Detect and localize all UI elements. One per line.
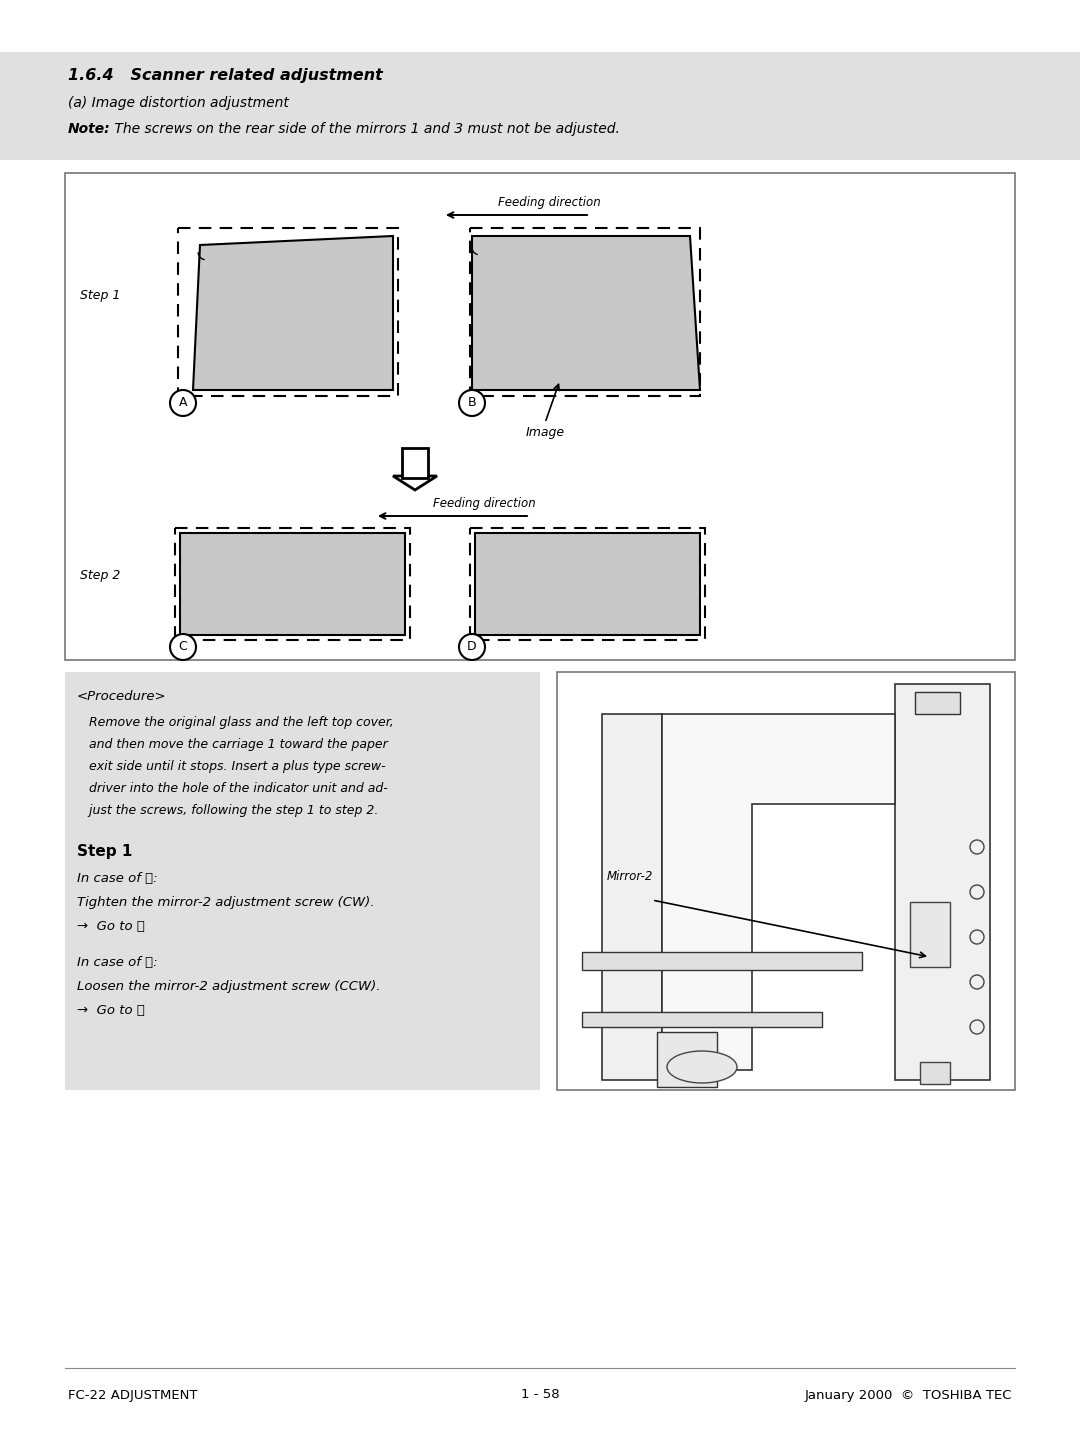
Text: and then move the carriage 1 toward the paper: and then move the carriage 1 toward the … <box>77 738 388 751</box>
Polygon shape <box>472 236 700 390</box>
Circle shape <box>970 885 984 899</box>
Text: In case of Ⓐ:: In case of Ⓐ: <box>77 872 158 885</box>
Text: The screws on the rear side of the mirrors 1 and 3 must not be adjusted.: The screws on the rear side of the mirro… <box>110 122 620 137</box>
Text: Step 1: Step 1 <box>77 845 133 859</box>
Polygon shape <box>193 236 393 390</box>
Polygon shape <box>393 476 437 491</box>
Text: Mirror-2: Mirror-2 <box>607 871 653 884</box>
Text: Tighten the mirror-2 adjustment screw (CW).: Tighten the mirror-2 adjustment screw (C… <box>77 896 375 909</box>
Text: just the screws, following the step 1 to step 2.: just the screws, following the step 1 to… <box>77 804 378 817</box>
Circle shape <box>970 930 984 944</box>
Circle shape <box>170 635 195 661</box>
Text: In case of Ⓑ:: In case of Ⓑ: <box>77 955 158 968</box>
Bar <box>557 672 1015 1089</box>
Text: B: B <box>468 397 476 410</box>
Bar <box>895 684 990 1081</box>
Bar <box>175 528 410 640</box>
Bar <box>470 528 705 640</box>
Text: Loosen the mirror-2 adjustment screw (CCW).: Loosen the mirror-2 adjustment screw (CC… <box>77 980 380 993</box>
Text: Feeding direction: Feeding direction <box>433 496 536 509</box>
Text: Feeding direction: Feeding direction <box>498 196 600 209</box>
Text: Image: Image <box>526 426 565 439</box>
Bar <box>582 953 862 970</box>
Text: D: D <box>468 640 476 653</box>
Text: 1.6.4   Scanner related adjustment: 1.6.4 Scanner related adjustment <box>68 68 382 83</box>
Text: (a) Image distortion adjustment: (a) Image distortion adjustment <box>68 96 288 109</box>
Circle shape <box>170 390 195 416</box>
Circle shape <box>459 390 485 416</box>
Text: →  Go to Ⓓ: → Go to Ⓓ <box>77 1004 145 1017</box>
Text: FC-22 ADJUSTMENT: FC-22 ADJUSTMENT <box>68 1389 198 1402</box>
Text: Remove the original glass and the left top cover,: Remove the original glass and the left t… <box>77 717 394 730</box>
Bar <box>602 714 662 1081</box>
Bar <box>657 1032 717 1086</box>
Text: exit side until it stops. Insert a plus type screw-: exit side until it stops. Insert a plus … <box>77 760 386 773</box>
Bar <box>65 173 1015 661</box>
Bar <box>178 227 399 396</box>
Circle shape <box>459 635 485 661</box>
Circle shape <box>970 1020 984 1035</box>
Text: A: A <box>179 397 187 410</box>
Text: C: C <box>178 640 187 653</box>
Bar <box>470 227 700 396</box>
Text: driver into the hole of the indicator unit and ad-: driver into the hole of the indicator un… <box>77 781 388 794</box>
Bar <box>402 448 428 478</box>
Text: Note:: Note: <box>68 122 110 137</box>
Bar <box>65 672 540 1089</box>
Circle shape <box>970 976 984 989</box>
Text: January 2000  ©  TOSHIBA TEC: January 2000 © TOSHIBA TEC <box>805 1389 1012 1402</box>
Bar <box>915 692 960 714</box>
Bar <box>582 1012 822 1027</box>
Ellipse shape <box>667 1050 737 1084</box>
Text: Step 1: Step 1 <box>80 288 120 302</box>
Text: <Procedure>: <Procedure> <box>77 689 166 704</box>
Text: 1 - 58: 1 - 58 <box>521 1389 559 1402</box>
Bar <box>910 902 950 967</box>
Bar <box>475 532 700 635</box>
Bar <box>0 52 1080 160</box>
Text: Step 2: Step 2 <box>80 568 120 581</box>
Bar <box>920 1062 950 1084</box>
Circle shape <box>970 840 984 853</box>
Bar <box>180 532 405 635</box>
Text: →  Go to Ⓒ: → Go to Ⓒ <box>77 920 145 932</box>
Polygon shape <box>662 714 895 1071</box>
